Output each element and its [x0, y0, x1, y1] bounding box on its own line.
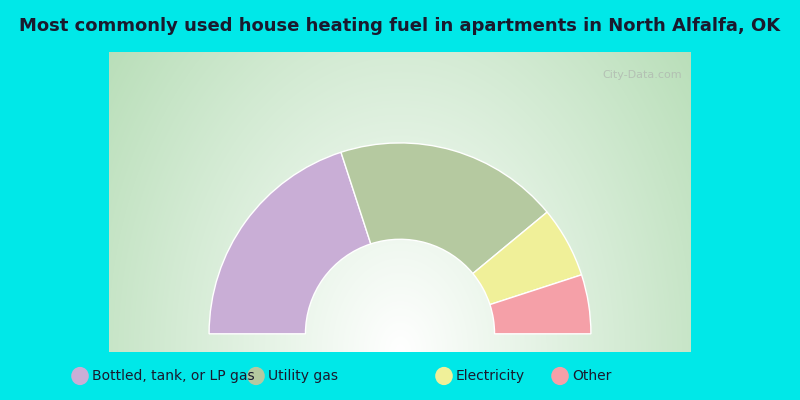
Text: Electricity: Electricity [456, 369, 525, 383]
Wedge shape [209, 152, 370, 334]
Text: Other: Other [572, 369, 611, 383]
Ellipse shape [247, 367, 265, 385]
Ellipse shape [551, 367, 569, 385]
Wedge shape [341, 143, 547, 274]
Ellipse shape [71, 367, 89, 385]
Text: Bottled, tank, or LP gas: Bottled, tank, or LP gas [92, 369, 254, 383]
Text: City-Data.com: City-Data.com [602, 70, 682, 80]
Ellipse shape [435, 367, 453, 385]
Text: Most commonly used house heating fuel in apartments in North Alfalfa, OK: Most commonly used house heating fuel in… [19, 17, 781, 35]
Wedge shape [473, 212, 582, 305]
Text: Utility gas: Utility gas [268, 369, 338, 383]
Wedge shape [490, 275, 591, 334]
